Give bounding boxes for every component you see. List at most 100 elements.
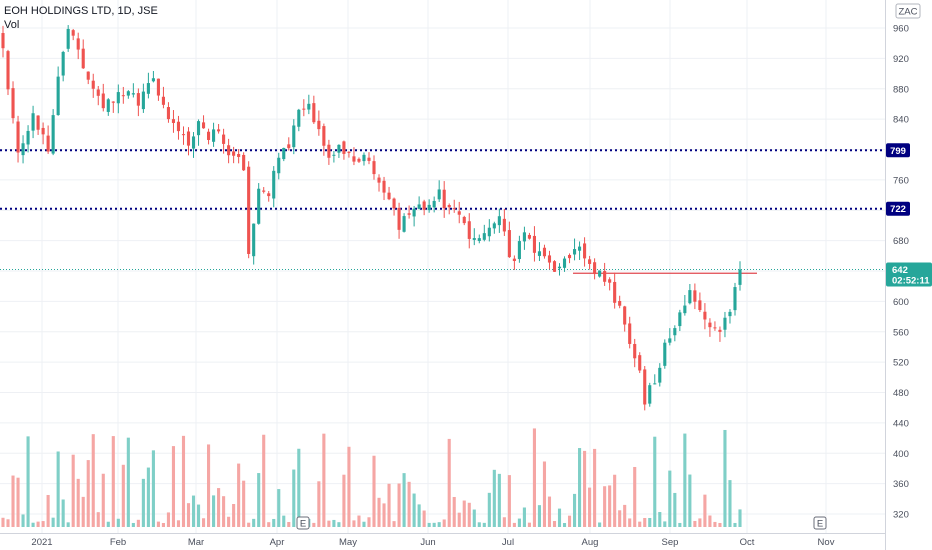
candle-body <box>447 205 451 208</box>
volume-bar <box>41 521 45 527</box>
volume-bar <box>613 474 617 527</box>
time-tick-label: Jun <box>420 537 435 548</box>
candle-body <box>51 115 55 154</box>
volume-bar <box>708 515 712 527</box>
candle-body <box>487 227 491 237</box>
candle-body <box>718 329 722 332</box>
candle-body <box>427 204 431 211</box>
candle-body <box>181 134 186 136</box>
volume-bar <box>31 522 35 527</box>
volume-bar <box>217 488 221 527</box>
time-axis[interactable]: 2021 Feb Mar Apr May Jun Jul Aug Sep Oct Nov <box>31 537 834 548</box>
volume-bar <box>502 517 506 527</box>
volume-bar <box>442 519 446 527</box>
candle-body <box>247 166 251 254</box>
volume-bar <box>397 483 401 527</box>
volume-bar <box>327 520 331 527</box>
volume-bar <box>352 520 356 527</box>
volume-bar <box>658 512 662 527</box>
volume-bar <box>678 522 682 527</box>
symbol-title: EOH HOLDINGS LTD, 1D, JSE <box>4 5 158 17</box>
candle-body <box>507 230 511 258</box>
volume-bar <box>387 483 391 527</box>
candle-body <box>86 71 90 80</box>
candle-body <box>186 131 191 146</box>
candle-body <box>131 93 135 95</box>
candle-body <box>422 201 426 210</box>
candle-body <box>512 258 516 261</box>
time-tick-label: 2021 <box>31 537 52 548</box>
volume-bar <box>51 517 55 527</box>
svg-text:E: E <box>300 519 306 530</box>
candle-body <box>312 103 316 123</box>
candle-body <box>698 300 702 311</box>
grid <box>0 0 885 533</box>
candle-body <box>262 190 266 192</box>
candle-body <box>61 51 65 76</box>
volume-label: Vol <box>4 19 19 31</box>
candle-body <box>357 158 361 162</box>
candle-body <box>141 91 145 110</box>
price-tick-label: 760 <box>893 175 909 186</box>
volume-bar <box>96 512 100 527</box>
volume-bar <box>257 473 261 527</box>
volume-bar <box>562 522 567 527</box>
volume-bar <box>512 522 516 527</box>
candle-body <box>392 198 396 209</box>
earnings-event-icon[interactable]: E <box>296 516 310 530</box>
volume-bar <box>111 436 115 527</box>
candle-body <box>201 122 206 129</box>
price-tick-label: 360 <box>893 479 909 490</box>
candle-body <box>407 213 411 215</box>
volume-bar <box>482 522 486 527</box>
volume-bar <box>267 522 271 527</box>
candle-body <box>287 144 291 149</box>
volume-bar <box>126 437 130 527</box>
volume-bar <box>141 478 145 527</box>
candle-body <box>41 127 45 135</box>
candle-body <box>217 129 221 132</box>
currency-badge[interactable]: ZAC <box>895 3 921 19</box>
candle-body <box>462 216 466 224</box>
volume-bar <box>422 510 426 527</box>
candle-body <box>166 107 171 120</box>
volume-bar <box>76 478 80 527</box>
volume-bar <box>66 522 70 527</box>
candle-body <box>352 156 356 162</box>
candle-body <box>367 157 371 161</box>
volume-bar <box>377 497 381 527</box>
candle-body <box>212 129 216 142</box>
volume-bar <box>462 500 466 527</box>
candle-body <box>362 154 366 162</box>
volume-bar <box>227 516 231 527</box>
candle-body <box>232 151 236 156</box>
candle-body <box>537 251 542 256</box>
candle-body <box>146 83 150 94</box>
horizontal-levels <box>0 149 885 274</box>
volume-bar <box>36 521 40 527</box>
volume-bar <box>432 522 436 527</box>
candle-body <box>593 262 597 275</box>
volume-bar <box>91 434 95 527</box>
time-tick-label: Jul <box>502 537 514 548</box>
volume-bar <box>176 520 181 527</box>
volume-bar <box>728 480 732 527</box>
volume-bar <box>247 522 251 527</box>
candle-body <box>36 115 40 130</box>
candle-body <box>387 192 391 200</box>
volume-bar <box>723 429 727 527</box>
candle-body <box>126 91 130 96</box>
candle-body <box>242 154 246 171</box>
volume-bar <box>718 522 722 527</box>
price-tick-label: 440 <box>893 418 909 429</box>
candle-body <box>196 121 201 136</box>
candle-body <box>522 232 526 242</box>
candle-body <box>452 208 456 210</box>
candle-body <box>322 126 326 146</box>
candle-body <box>161 96 165 105</box>
volume-bar <box>131 522 135 527</box>
price-tick-label: 400 <box>893 449 909 460</box>
volume-bar <box>322 433 326 527</box>
upcoming-earnings-icon[interactable]: E <box>813 516 827 530</box>
